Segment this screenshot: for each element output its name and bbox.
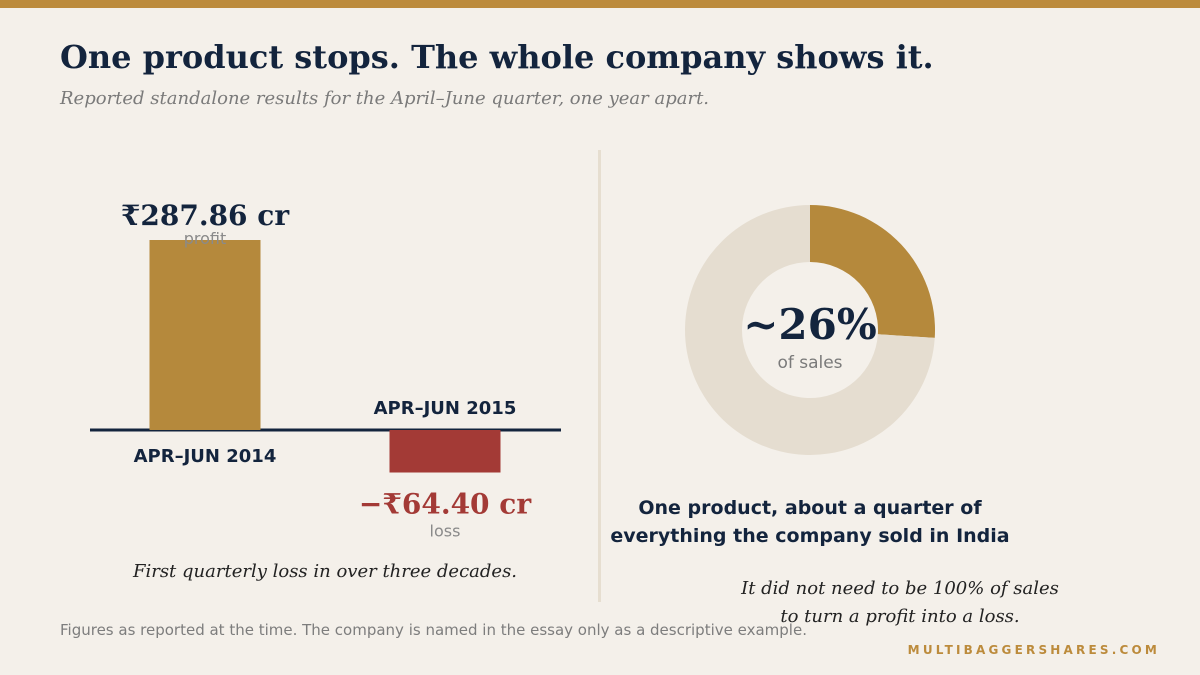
sales-share-donut-chart: ~26% of sales — [685, 205, 935, 455]
bar-1 — [389, 430, 501, 473]
panel-divider — [598, 150, 601, 602]
donut-note-line-1: It did not need to be 100% of sales — [741, 578, 1059, 599]
donut-slice-0 — [810, 205, 935, 338]
bar-value-label-0: ₹287.86 cr — [121, 199, 290, 232]
page-title: One product stops. The whole company sho… — [60, 38, 934, 76]
donut-slice-1 — [685, 205, 935, 455]
bar-chart-caption: First quarterly loss in over three decad… — [132, 561, 518, 582]
donut-note: It did not need to be 100% of sales to t… — [650, 575, 1150, 631]
donut-heading-line-1: One product, about a quarter of — [638, 497, 982, 519]
page-subtitle: Reported standalone results for the Apri… — [60, 88, 710, 109]
bar-sublabel-0: profit — [184, 229, 227, 248]
donut-heading: One product, about a quarter of everythi… — [560, 494, 1060, 550]
donut-heading-line-2: everything the company sold in India — [610, 525, 1010, 547]
top-accent-bar — [0, 0, 1200, 8]
brand-label: MULTIBAGGERSHARES.COM — [907, 643, 1160, 657]
bar-sublabel-1: loss — [430, 522, 461, 541]
category-label-0: APR–JUN 2014 — [134, 446, 277, 467]
category-label-1: APR–JUN 2015 — [374, 398, 517, 419]
donut-center-sublabel: of sales — [777, 353, 842, 373]
bar-0 — [149, 240, 261, 430]
donut-note-line-2: to turn a profit into a loss. — [780, 606, 1020, 627]
donut-center-value: ~26% — [743, 300, 877, 349]
bar-value-label-1: −₹64.40 cr — [359, 488, 532, 521]
footnote: Figures as reported at the time. The com… — [60, 621, 807, 639]
